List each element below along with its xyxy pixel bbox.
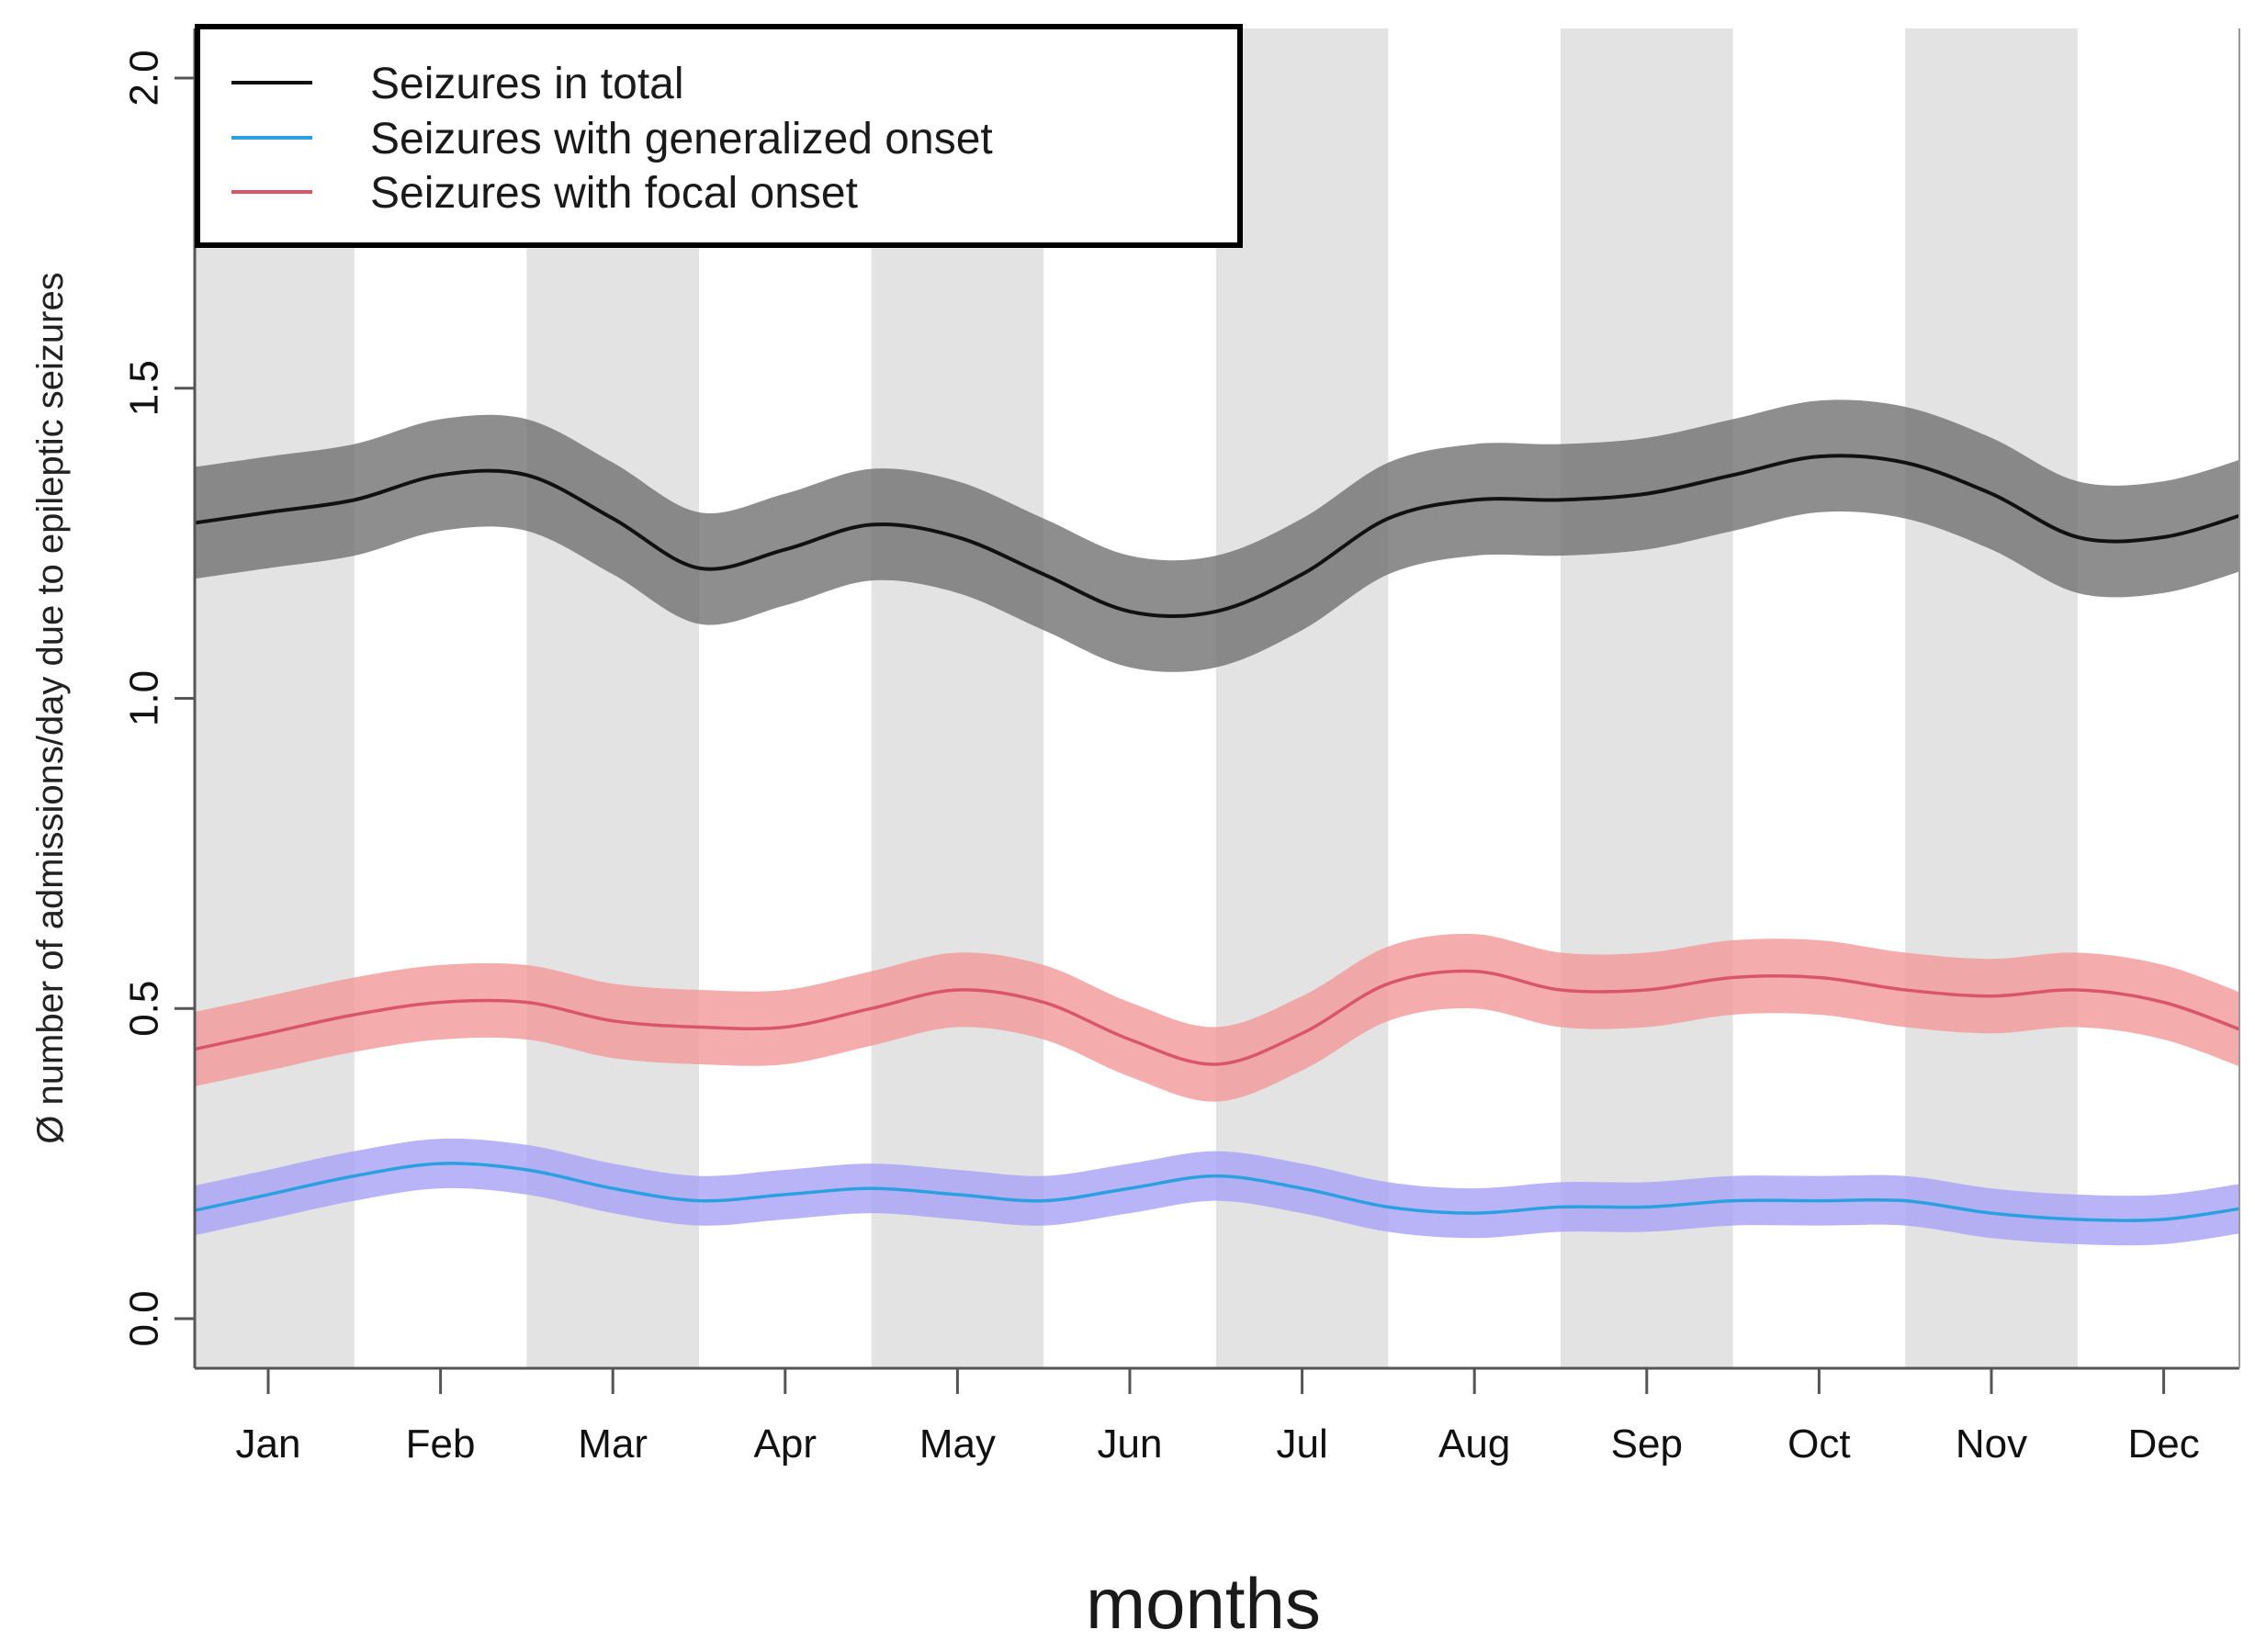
month-label-mar: Mar <box>578 1422 648 1467</box>
y-tick-label-1.0: 1.0 <box>122 670 167 726</box>
line-total <box>195 454 2239 618</box>
legend-box <box>195 24 1243 248</box>
y-axis-title: Ø number of admissions/day due to epilep… <box>30 272 71 1143</box>
legend-label-total: Seizures in total <box>370 60 684 108</box>
month-label-jun: Jun <box>1098 1422 1163 1467</box>
month-label-feb: Feb <box>406 1422 476 1467</box>
legend-label-focal: Seizures with focal onset <box>370 169 858 218</box>
month-stripe-nov <box>1905 28 2078 1368</box>
month-label-aug: Aug <box>1438 1422 1510 1467</box>
month-stripes <box>195 28 2078 1368</box>
series-lines <box>195 454 2239 1222</box>
axes: 0.0 0.5 1.0 1.5 2.0 Jan Feb Mar Apr May Jun Jul Aug S… <box>122 28 2240 1467</box>
month-stripe-sep <box>1561 28 1733 1368</box>
y-tick-label-1.5: 1.5 <box>122 360 167 416</box>
legend-label-generalized: Seizures with generalized onset <box>370 115 993 163</box>
month-label-oct: Oct <box>1787 1422 1850 1467</box>
month-label-jan: Jan <box>236 1422 301 1467</box>
month-label-may: May <box>919 1422 996 1467</box>
month-stripe-mar <box>526 28 699 1368</box>
y-tick-label-0.5: 0.5 <box>122 981 167 1037</box>
band-generalized <box>195 1138 2239 1246</box>
line-focal <box>195 969 2239 1066</box>
month-label-sep: Sep <box>1611 1422 1683 1467</box>
line-generalized <box>195 1162 2239 1222</box>
x-axis-title: months <box>1086 1563 1321 1644</box>
band-focal <box>195 934 2239 1102</box>
legend: Seizures in total Seizures with generali… <box>195 24 1243 248</box>
y-tick-label-2.0: 2.0 <box>122 50 167 106</box>
month-stripe-jul <box>1215 28 1389 1368</box>
band-total <box>195 399 2239 672</box>
y-tick-label-0.0: 0.0 <box>122 1290 167 1346</box>
month-stripe-jan <box>195 28 355 1368</box>
confidence-bands <box>195 399 2239 1246</box>
month-label-dec: Dec <box>2127 1422 2199 1467</box>
month-label-nov: Nov <box>1956 1422 2027 1467</box>
month-label-jul: Jul <box>1276 1422 1327 1467</box>
month-label-apr: Apr <box>754 1422 817 1467</box>
month-stripe-may <box>871 28 1044 1368</box>
